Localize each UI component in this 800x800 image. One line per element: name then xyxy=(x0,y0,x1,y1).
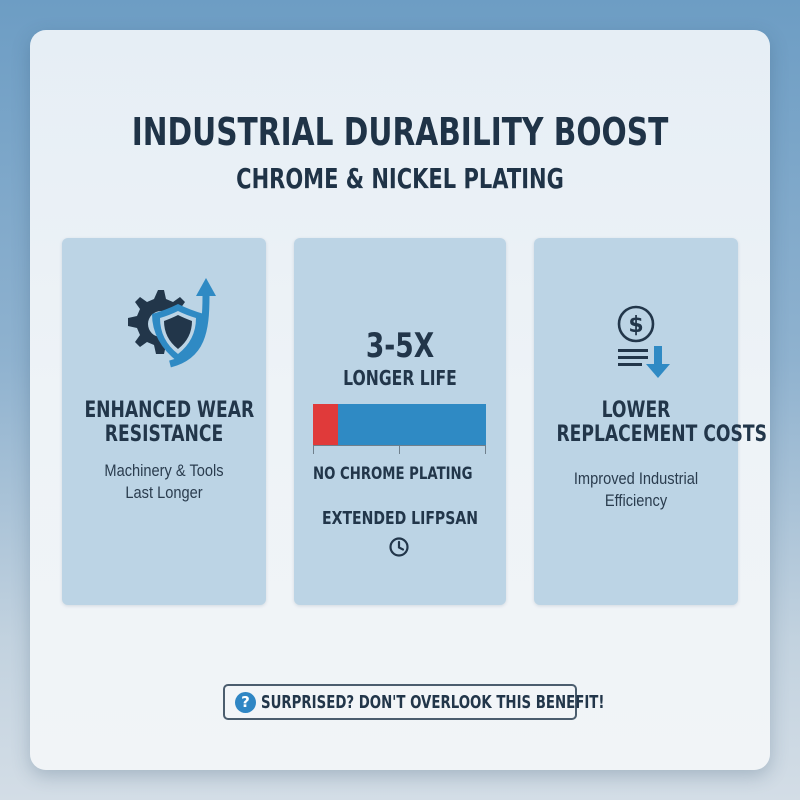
bar-segment-plated xyxy=(338,404,486,445)
benefit-panel-wear-resistance: ENHANCED WEAR RESISTANCE Machinery & Too… xyxy=(62,238,266,605)
bar-segment-unplated xyxy=(313,404,338,445)
bar-tick xyxy=(399,445,400,454)
stat-label: LONGER LIFE xyxy=(343,366,457,390)
page-subtitle: CHROME & NICKEL PLATING xyxy=(236,162,564,195)
panel-heading-line2: REPLACEMENT COSTS xyxy=(556,422,767,447)
benefit-panel-lower-costs: $ LOWER REPLACEMENT COSTS Improved Indus… xyxy=(534,238,767,605)
panel-heading-line2: RESISTANCE xyxy=(104,422,224,447)
panel-body-line1: Machinery & Tools xyxy=(104,461,224,480)
cta-text: SURPRISED? DON'T OVERLOOK THIS BENEFIT! xyxy=(261,692,605,713)
svg-text:$: $ xyxy=(628,313,643,338)
bar-caption: NO CHROME PLATING xyxy=(313,464,473,484)
bar-tick xyxy=(313,445,314,454)
bar-tick xyxy=(485,445,486,454)
panel-heading-line1: LOWER xyxy=(601,398,671,423)
footer-label: EXTENDED LIFPSAN xyxy=(322,508,478,529)
panel-body-line2: Last Longer xyxy=(125,483,203,502)
gear-shield-up-arrow-icon xyxy=(128,278,216,368)
panel-body-line1: Improved Industrial xyxy=(573,469,699,488)
dollar-down-arrow-icon: $ xyxy=(617,305,670,378)
panel-heading-line1: ENHANCED WEAR xyxy=(84,398,255,423)
clock-icon xyxy=(389,537,409,557)
cta-banner[interactable]: ? SURPRISED? DON'T OVERLOOK THIS BENEFIT… xyxy=(223,684,605,720)
stat-value: 3-5X xyxy=(365,326,435,366)
question-icon: ? xyxy=(235,692,256,713)
benefit-panel-longer-life: 3-5X LONGER LIFE NO CHROME PLATING EXTEN… xyxy=(294,238,506,605)
page-title: INDUSTRIAL DURABILITY BOOST xyxy=(131,110,669,154)
lifespan-bar xyxy=(313,404,486,445)
panel-body-line2: Efficiency xyxy=(604,491,668,510)
